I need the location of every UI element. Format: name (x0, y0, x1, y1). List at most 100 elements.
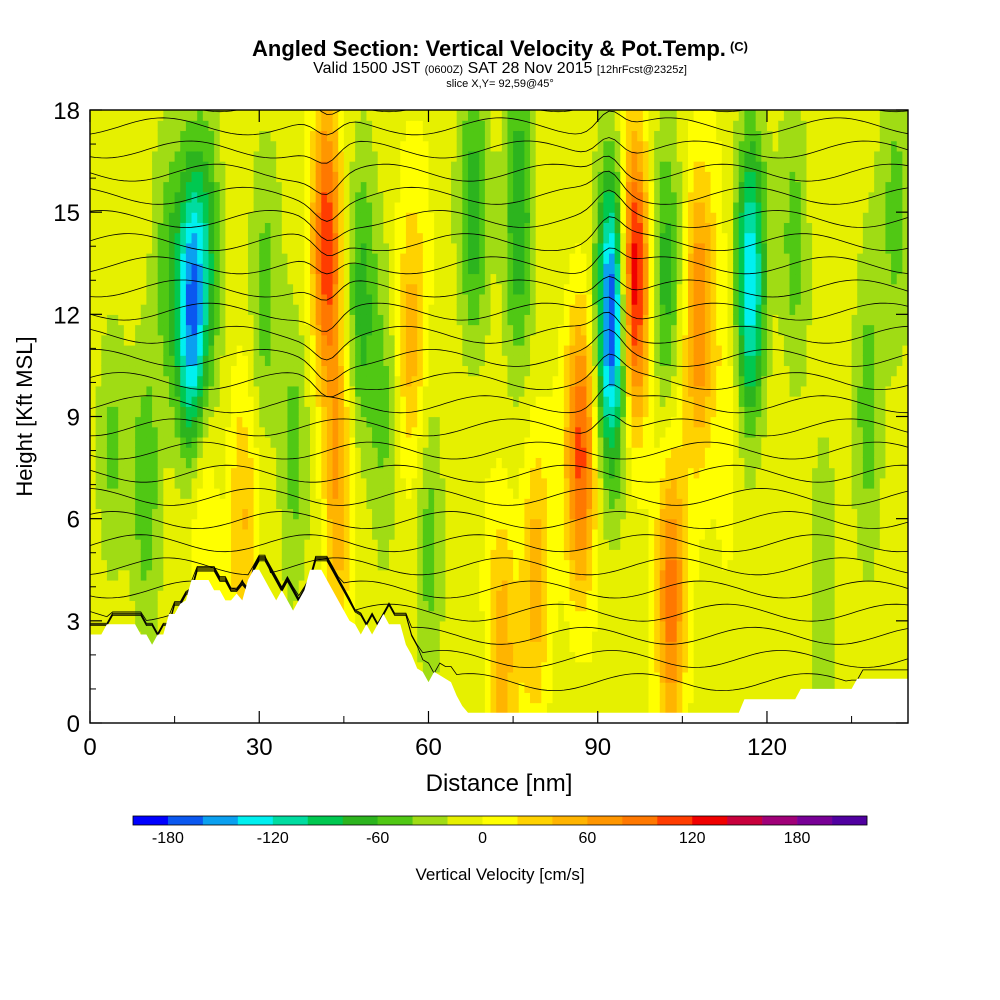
field-cell (106, 436, 114, 448)
field-cell (90, 344, 97, 356)
field-cell (473, 488, 480, 499)
field-cell (456, 242, 463, 254)
field-cell (479, 559, 486, 571)
field-cell (197, 181, 204, 193)
field-cell (106, 518, 114, 530)
field-cell (428, 171, 435, 183)
field-cell (411, 355, 418, 367)
field-cell (202, 232, 210, 244)
field-cell (293, 314, 300, 326)
field-cell (101, 263, 108, 275)
field-cell (264, 110, 272, 121)
field-cell (394, 610, 401, 622)
field-cell (129, 610, 136, 622)
field-cell (388, 569, 396, 581)
field-cell (253, 130, 260, 142)
field-cell (180, 406, 187, 418)
field-cell (168, 528, 176, 540)
field-cell (445, 130, 452, 142)
field-cell (479, 641, 486, 653)
field-cell (163, 539, 170, 550)
field-cell (552, 498, 559, 510)
field-cell (129, 518, 136, 530)
field-cell (422, 477, 430, 489)
field-cell (394, 559, 401, 571)
field-cell (422, 201, 430, 213)
field-cell (90, 528, 97, 540)
field-cell (518, 375, 525, 387)
field-cell (451, 273, 458, 285)
field-cell (366, 161, 373, 172)
field-cell (259, 120, 266, 132)
field-cell (146, 467, 153, 479)
field-cell (236, 559, 243, 571)
field-cell (214, 232, 221, 244)
field-cell (541, 140, 548, 152)
field-cell (326, 447, 334, 458)
field-cell (456, 488, 463, 499)
field-cell (518, 457, 525, 469)
field-cell (281, 201, 289, 213)
field-cell (219, 232, 226, 244)
field-cell (451, 253, 458, 264)
field-cell (185, 242, 193, 254)
field-cell (332, 416, 339, 428)
field-cell (383, 498, 390, 510)
field-cell (157, 620, 164, 632)
field-cell (513, 569, 520, 581)
field-cell (163, 498, 170, 510)
field-cell (383, 518, 390, 530)
field-cell (146, 447, 153, 458)
field-cell (208, 477, 215, 489)
field-cell (90, 110, 97, 121)
field-cell (360, 232, 368, 244)
field-cell (146, 120, 153, 132)
field-cell (118, 467, 125, 479)
field-cell (473, 263, 480, 275)
field-cell (202, 161, 210, 172)
field-cell (484, 110, 492, 121)
field-cell (129, 579, 136, 591)
field-cell (422, 426, 430, 438)
field-cell (501, 488, 509, 499)
field-cell (112, 559, 119, 571)
field-cell (293, 385, 300, 397)
field-cell (202, 242, 210, 254)
field-cell (417, 365, 424, 377)
field-cell (501, 651, 509, 663)
field-cell (535, 528, 542, 540)
field-cell (496, 324, 503, 336)
field-cell (310, 120, 317, 132)
field-cell (456, 426, 463, 438)
field-cell (394, 273, 401, 285)
field-cell (180, 201, 187, 213)
field-cell (168, 140, 176, 152)
field-cell (101, 396, 108, 407)
field-cell (118, 385, 125, 397)
field-cell (264, 355, 272, 367)
field-cell (106, 498, 114, 510)
field-cell (338, 140, 345, 152)
field-cell (236, 283, 243, 295)
field-cell (231, 120, 238, 132)
field-cell (513, 579, 520, 591)
field-cell (484, 467, 492, 479)
field-cell (101, 181, 108, 193)
field-cell (558, 692, 565, 704)
field-cell (383, 467, 390, 479)
field-cell (208, 120, 215, 132)
field-cell (451, 539, 458, 550)
field-cell (214, 283, 221, 295)
field-cell (242, 447, 249, 458)
field-cell (535, 590, 542, 601)
field-cell (501, 201, 509, 213)
field-cell (106, 324, 114, 336)
field-cell (541, 600, 548, 612)
field-cell (202, 467, 210, 479)
field-cell (231, 436, 238, 448)
field-cell (484, 201, 492, 213)
field-cell (411, 293, 418, 305)
field-cell (197, 344, 204, 356)
field-cell (236, 467, 243, 479)
field-cell (355, 130, 362, 142)
